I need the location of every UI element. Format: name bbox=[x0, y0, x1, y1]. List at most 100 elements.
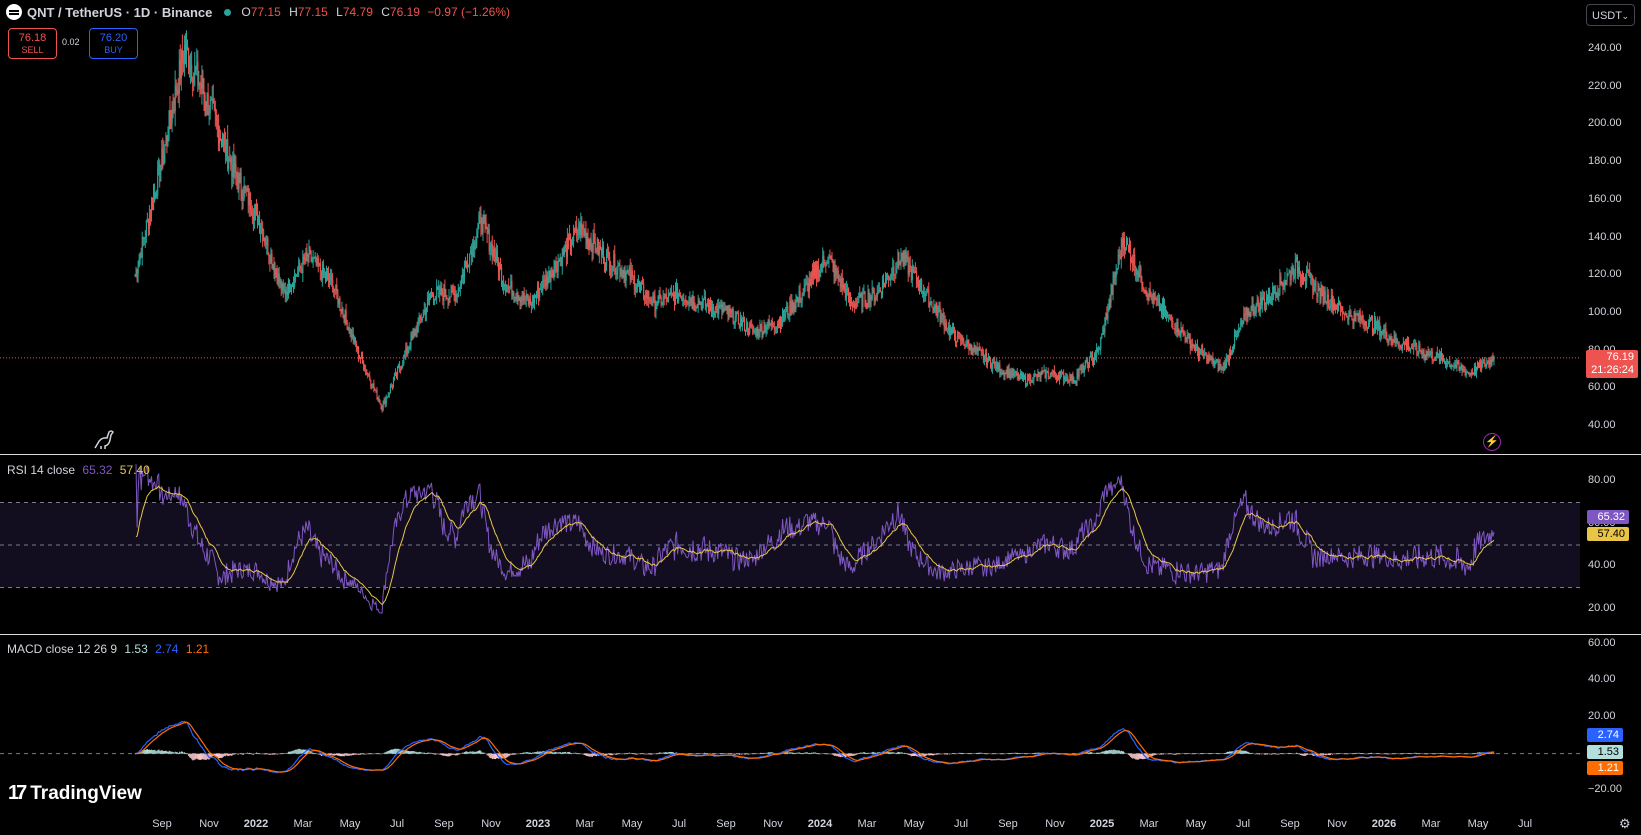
price-candle bbox=[1457, 361, 1459, 363]
gear-icon[interactable]: ⚙ bbox=[1619, 816, 1631, 831]
macd-histogram-bar bbox=[759, 753, 761, 754]
macd-histogram-bar bbox=[824, 753, 826, 755]
macd-histogram-bar bbox=[438, 753, 440, 755]
price-candle bbox=[1239, 328, 1241, 330]
price-candle bbox=[196, 61, 198, 70]
rsi-legend[interactable]: RSI 14 close 65.32 57.40 bbox=[7, 463, 150, 477]
macd-histogram-bar bbox=[470, 751, 472, 754]
pane-separator-macd[interactable] bbox=[0, 634, 1641, 635]
macd-legend[interactable]: MACD close 12 26 9 1.53 2.74 1.21 bbox=[7, 642, 209, 656]
macd-histogram-bar bbox=[1403, 753, 1405, 754]
price-candle bbox=[1238, 329, 1240, 331]
pane-separator-rsi[interactable] bbox=[0, 454, 1641, 455]
macd-histogram-bar bbox=[299, 748, 301, 754]
macd-hist-tag: 1.53 bbox=[1587, 745, 1623, 759]
price-candle bbox=[299, 263, 301, 269]
macd-histogram-bar bbox=[573, 752, 575, 754]
macd-histogram-bar bbox=[586, 753, 588, 757]
macd-histogram-bar bbox=[473, 751, 475, 754]
price-candle bbox=[622, 270, 624, 279]
price-candle bbox=[1186, 335, 1188, 342]
macd-histogram-bar bbox=[1443, 753, 1445, 755]
price-candle bbox=[786, 306, 788, 311]
price-candle bbox=[1314, 281, 1316, 287]
price-candle bbox=[811, 272, 813, 286]
macd-histogram-bar bbox=[318, 753, 320, 755]
lightning-icon[interactable]: ⚡ bbox=[1483, 433, 1501, 451]
macd-histogram-bar bbox=[1223, 753, 1225, 754]
sell-button[interactable]: 76.18 SELL bbox=[8, 28, 57, 59]
price-candle bbox=[973, 345, 975, 353]
price-candle bbox=[1451, 364, 1453, 367]
price-candle bbox=[1454, 364, 1456, 367]
price-candle bbox=[647, 291, 649, 299]
macd-histogram-bar bbox=[887, 751, 889, 754]
macd-histogram-bar bbox=[271, 753, 273, 755]
price-candle bbox=[174, 85, 176, 112]
macd-histogram-bar bbox=[1334, 753, 1336, 755]
macd-histogram-bar bbox=[992, 753, 994, 755]
macd-histogram-bar bbox=[858, 753, 860, 754]
buy-button[interactable]: 76.20 BUY bbox=[89, 28, 138, 59]
tradingview-logo[interactable]: 17 TradingView bbox=[8, 782, 142, 805]
macd-histogram-bar bbox=[1231, 751, 1233, 754]
price-candle bbox=[413, 331, 415, 333]
price-candle bbox=[184, 45, 186, 64]
price-candle bbox=[497, 251, 499, 261]
price-candle bbox=[1295, 256, 1297, 260]
price-candle bbox=[951, 328, 953, 333]
macd-histogram-bar bbox=[179, 752, 181, 754]
macd-histogram-bar bbox=[1174, 753, 1176, 755]
price-candle bbox=[752, 326, 754, 333]
macd-histogram-bar bbox=[843, 753, 845, 757]
macd-histogram-bar bbox=[987, 753, 989, 755]
macd-histogram-bar bbox=[561, 752, 563, 754]
macd-histogram-bar bbox=[193, 753, 195, 761]
dinosaur-icon[interactable] bbox=[92, 427, 116, 451]
price-candle bbox=[1029, 375, 1031, 381]
macd-histogram-bar bbox=[220, 753, 222, 758]
price-candle bbox=[727, 309, 729, 315]
price-candle bbox=[408, 348, 410, 351]
price-candle bbox=[1404, 342, 1406, 345]
macd-histogram-bar bbox=[297, 749, 299, 754]
price-candle bbox=[1126, 237, 1128, 250]
price-candle bbox=[686, 302, 688, 304]
macd-histogram-bar bbox=[731, 753, 733, 755]
macd-histogram-bar bbox=[1202, 753, 1204, 754]
price-candle bbox=[1215, 361, 1217, 363]
macd-histogram-bar bbox=[343, 753, 345, 757]
price-candle bbox=[882, 280, 884, 295]
price-candle bbox=[1365, 321, 1367, 328]
price-candle bbox=[800, 300, 802, 302]
price-candle bbox=[1070, 374, 1072, 381]
macd-histogram-bar bbox=[563, 752, 565, 754]
price-candle bbox=[158, 163, 160, 169]
macd-histogram-bar bbox=[1449, 753, 1451, 755]
price-candle bbox=[696, 306, 698, 308]
macd-histogram-bar bbox=[499, 753, 501, 759]
price-candle bbox=[972, 352, 974, 355]
price-candle bbox=[1423, 350, 1425, 358]
price-candle bbox=[813, 268, 815, 276]
macd-histogram-bar bbox=[1447, 753, 1449, 755]
price-candle bbox=[868, 292, 870, 305]
currency-select[interactable]: USDT ⌄ bbox=[1586, 4, 1635, 26]
macd-histogram-bar bbox=[1260, 753, 1262, 755]
symbol-title[interactable]: QNT / TetherUS · 1D · Binance bbox=[27, 4, 213, 20]
price-candle bbox=[1216, 361, 1218, 363]
macd-histogram-bar bbox=[1464, 753, 1466, 755]
macd-histogram-bar bbox=[418, 751, 420, 754]
price-candle bbox=[803, 285, 805, 294]
macd-histogram-bar bbox=[795, 752, 797, 754]
price-candle bbox=[1035, 374, 1037, 376]
price-candle bbox=[533, 295, 535, 303]
macd-histogram-bar bbox=[986, 753, 988, 755]
macd-histogram-bar bbox=[1021, 753, 1023, 754]
price-candle bbox=[316, 257, 318, 265]
sell-label: SELL bbox=[21, 45, 44, 55]
macd-histogram-bar bbox=[1321, 753, 1323, 755]
price-candle bbox=[735, 312, 737, 317]
price-candle bbox=[471, 250, 473, 258]
